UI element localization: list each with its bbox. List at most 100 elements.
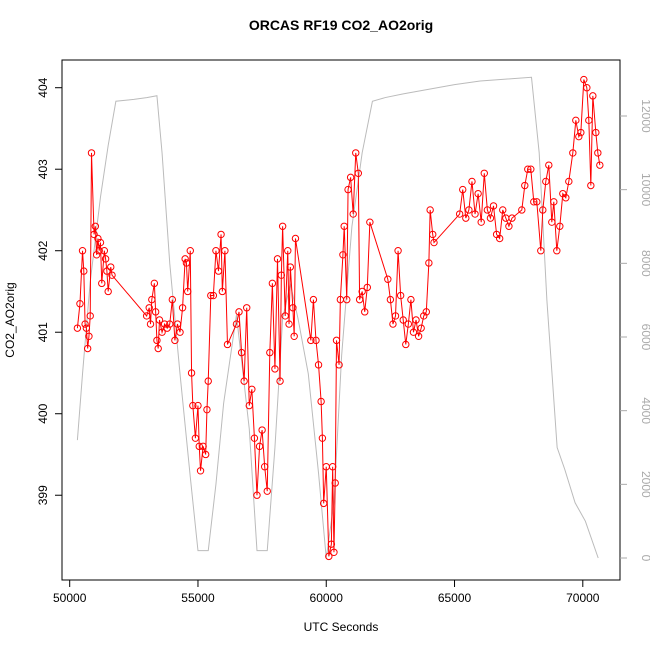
data-point	[194, 401, 202, 410]
data-point	[209, 291, 218, 300]
data-point	[151, 308, 160, 316]
data-point	[486, 214, 495, 222]
data-point	[100, 247, 109, 255]
data-point	[158, 328, 166, 336]
data-point	[366, 218, 374, 226]
data-point	[589, 92, 597, 100]
data-point	[340, 222, 348, 230]
data-point	[391, 312, 400, 320]
data-point	[95, 247, 103, 255]
data-point	[343, 295, 351, 304]
data-point	[386, 295, 395, 304]
data-point	[404, 320, 413, 328]
data-point	[235, 308, 243, 316]
data-point	[330, 548, 338, 556]
data-point	[314, 361, 323, 369]
data-point	[286, 263, 295, 271]
y-axis-label: CO2_AO2orig	[3, 282, 17, 357]
y-tick-label: 402	[36, 240, 50, 260]
data-point	[389, 320, 397, 328]
data-point	[550, 198, 558, 206]
data-point	[255, 442, 264, 451]
data-point	[104, 287, 112, 296]
data-point	[417, 324, 425, 332]
plot-frame	[61, 59, 621, 581]
data-point	[407, 295, 415, 304]
data-point	[98, 279, 106, 288]
data-point	[189, 401, 197, 410]
data-point	[426, 206, 434, 214]
data-point	[214, 267, 223, 275]
data-point	[83, 344, 92, 353]
data-point	[327, 540, 336, 548]
data-point	[181, 255, 189, 263]
data-point	[352, 149, 360, 157]
data-point	[277, 271, 286, 279]
y-tick-label: 404	[36, 77, 50, 97]
data-point	[196, 467, 205, 475]
data-point	[580, 75, 588, 84]
data-point	[76, 299, 84, 308]
data-point	[429, 230, 437, 239]
data-point	[173, 320, 182, 328]
data-point	[291, 234, 300, 243]
data-point	[237, 348, 246, 357]
data-point	[201, 450, 210, 459]
data-point	[548, 218, 556, 226]
series-line	[76, 76, 599, 559]
data-point	[258, 426, 266, 434]
data-point	[218, 287, 227, 296]
data-point	[217, 230, 225, 239]
data-point	[103, 267, 111, 275]
y-tick-label: 400	[36, 403, 50, 423]
data-point	[462, 214, 470, 222]
data-point	[594, 149, 602, 157]
data-point	[414, 332, 423, 341]
data-point	[199, 442, 207, 451]
x-tick-label: 70000	[566, 591, 600, 605]
data-point	[153, 336, 161, 345]
data-point	[521, 181, 529, 190]
data-point	[166, 320, 174, 328]
data-point	[263, 487, 271, 495]
data-point	[394, 247, 402, 255]
data-point	[81, 320, 89, 328]
data-point	[556, 222, 564, 230]
y2-tick-label: 10000	[639, 173, 650, 207]
data-point	[85, 332, 93, 341]
data-point	[212, 247, 220, 255]
data-point	[268, 279, 277, 288]
chart-title: ORCAS RF19 CO2_AO2orig	[249, 17, 433, 33]
x-tick-label: 55000	[181, 591, 215, 605]
data-point	[73, 324, 82, 332]
data-point	[489, 202, 498, 210]
data-point	[483, 206, 492, 214]
data-point	[309, 295, 318, 304]
x-tick-label: 60000	[310, 591, 344, 605]
data-point	[354, 169, 363, 177]
data-point	[542, 177, 550, 186]
data-point	[312, 336, 320, 345]
data-point	[107, 263, 115, 271]
x-tick-label: 50000	[53, 591, 87, 605]
data-point	[184, 287, 192, 296]
data-point	[273, 255, 282, 263]
y-tick-label: 401	[36, 322, 50, 342]
data-point	[562, 194, 570, 202]
data-point	[318, 434, 327, 442]
y-tick-label: 403	[36, 159, 50, 179]
data-point	[412, 316, 420, 324]
data-point	[96, 238, 105, 247]
data-point	[402, 340, 410, 349]
data-point	[250, 434, 259, 442]
data-point	[533, 198, 541, 206]
data-point	[477, 218, 485, 226]
data-point	[91, 222, 100, 230]
data-point	[508, 214, 516, 222]
data-point	[108, 271, 116, 279]
data-point	[332, 336, 341, 345]
data-point	[399, 316, 407, 324]
data-point	[569, 149, 577, 157]
data-point	[465, 206, 473, 214]
